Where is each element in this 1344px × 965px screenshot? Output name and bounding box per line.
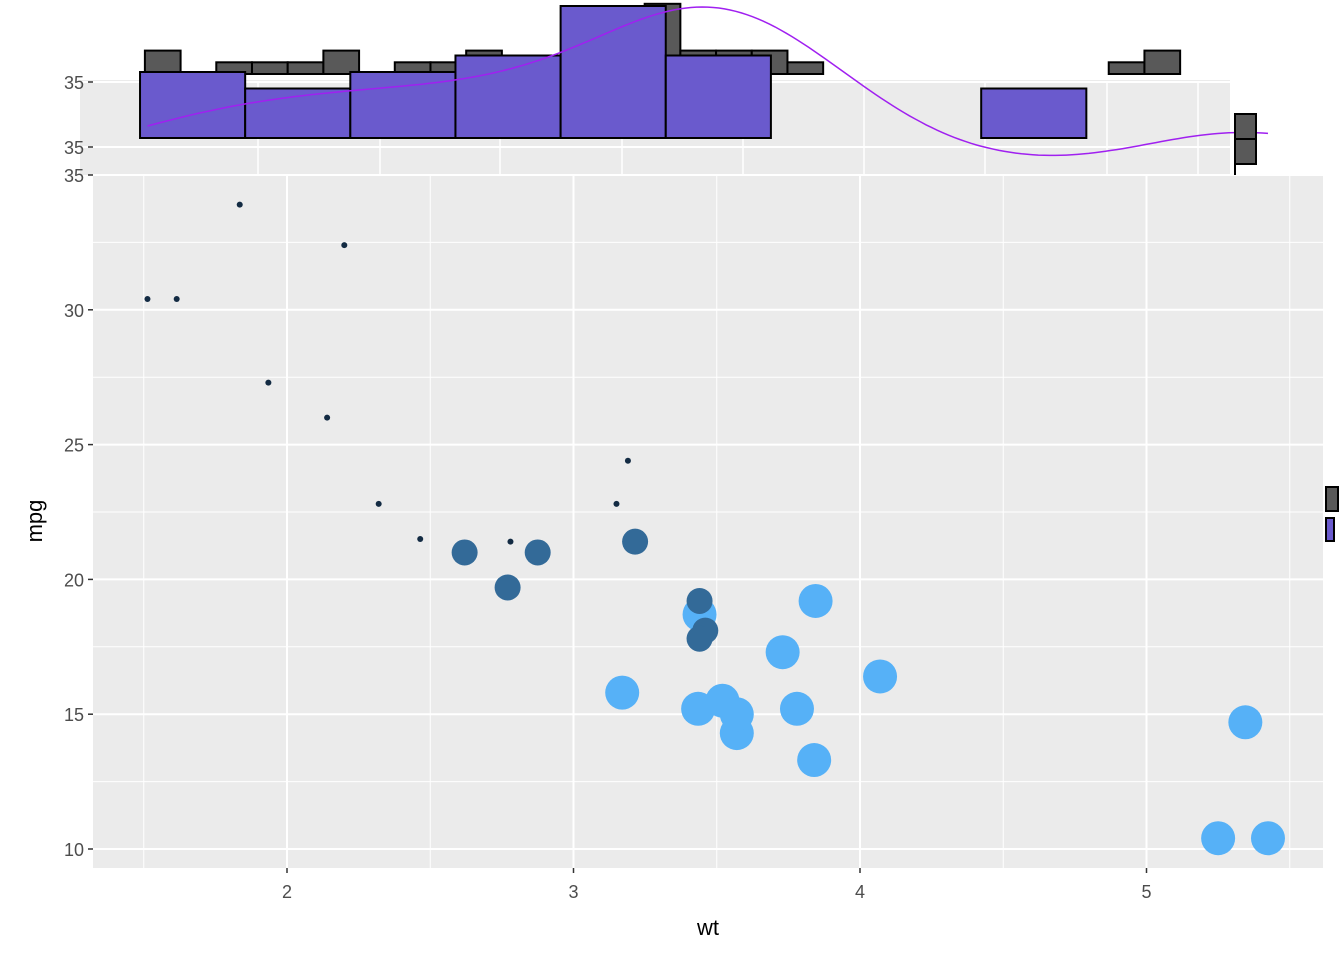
data-point-cyl-8 <box>719 697 754 732</box>
data-point-cyl-8 <box>798 583 833 618</box>
data-point-cyl-4 <box>417 535 424 542</box>
data-point-cyl-8 <box>779 691 814 726</box>
legend-key-purple <box>1325 517 1335 542</box>
data-point-cyl-4 <box>624 457 631 464</box>
data-point-cyl-6 <box>524 539 551 566</box>
data-point-cyl-6 <box>494 574 521 601</box>
purple-histogram-bar <box>139 71 247 139</box>
x-tick-label: 5 <box>1141 882 1151 902</box>
points-layer <box>144 201 1285 856</box>
purple-histogram-bar <box>664 54 772 139</box>
panel-background <box>93 175 1323 868</box>
data-point-cyl-8 <box>1228 705 1263 740</box>
marginal-histograms <box>139 2 1339 542</box>
x-tick-label: 3 <box>568 882 578 902</box>
data-point-cyl-4 <box>236 201 243 208</box>
y-tick-label: 35 <box>64 166 84 186</box>
x-tick-label: 4 <box>855 882 865 902</box>
data-point-cyl-6 <box>451 539 478 566</box>
data-point-cyl-8 <box>863 659 898 694</box>
data-point-cyl-8 <box>1201 821 1236 856</box>
gray-histogram-bar <box>1107 61 1146 75</box>
y-tick-label: 10 <box>64 840 84 860</box>
data-point-cyl-4 <box>341 242 348 249</box>
purple-histogram-bar <box>559 5 667 139</box>
data-point-cyl-6 <box>622 528 649 555</box>
data-point-cyl-8 <box>765 635 800 670</box>
data-point-cyl-4 <box>507 538 514 545</box>
gray-histogram-bar <box>143 49 182 75</box>
gray-histogram-bar <box>250 61 289 75</box>
data-point-cyl-8 <box>797 743 832 778</box>
y-tick-label: 25 <box>64 436 84 456</box>
purple-histogram-bar <box>980 87 1088 139</box>
data-point-cyl-4 <box>173 296 180 303</box>
marginal-tick-label: 35 <box>64 73 84 93</box>
y-tick-label: 15 <box>64 705 84 725</box>
y-tick-label: 20 <box>64 570 84 590</box>
y-axis-title: mpg <box>22 500 47 543</box>
data-point-cyl-8 <box>1250 821 1285 856</box>
gray-histogram-bar <box>286 61 325 75</box>
x-tick-label: 2 <box>282 882 292 902</box>
data-point-cyl-8 <box>681 691 716 726</box>
data-point-cyl-4 <box>324 414 331 421</box>
data-point-cyl-6 <box>686 625 713 652</box>
y-tick-label: 30 <box>64 301 84 321</box>
data-point-cyl-4 <box>265 379 272 386</box>
main-panel <box>93 174 1323 868</box>
data-point-cyl-4 <box>144 296 151 303</box>
density-curve <box>147 6 1269 157</box>
legend-key-gray <box>1325 486 1339 512</box>
gray-histogram-bar <box>1143 49 1182 75</box>
data-point-cyl-4 <box>613 500 620 507</box>
data-point-cyl-8 <box>605 675 640 710</box>
purple-histogram-bar <box>454 54 562 139</box>
gray-histogram-bar <box>1234 138 1257 165</box>
axes: 2 3 4 5 10 15 20 25 30 35 35 35 <box>64 73 1152 902</box>
marginal-tick-label: 35 <box>64 138 84 158</box>
gray-histogram-bar <box>786 61 825 75</box>
data-point-cyl-6 <box>686 587 713 614</box>
data-point-cyl-4 <box>375 500 382 507</box>
x-axis-title: wt <box>696 915 719 940</box>
gray-histogram-bar <box>322 49 361 75</box>
gray-histogram-bar <box>1234 113 1257 140</box>
